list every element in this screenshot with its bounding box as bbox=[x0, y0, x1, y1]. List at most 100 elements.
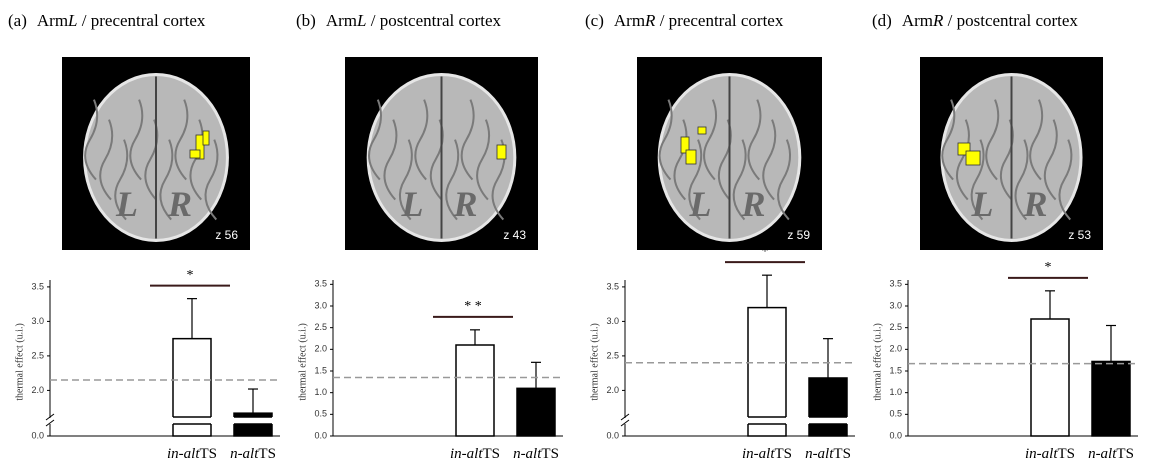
y-tick-label: 0.5 bbox=[889, 409, 902, 419]
y-tick-label: 0.5 bbox=[314, 409, 327, 419]
title-suffix: / postcentral cortex bbox=[366, 11, 501, 30]
category-italic: in-alt bbox=[742, 446, 775, 462]
category-plain: TS bbox=[258, 446, 276, 462]
slice-label: z 43 bbox=[503, 228, 526, 242]
y-tick-label: 3.5 bbox=[606, 281, 619, 291]
panel-title: (d) ArmR / postcentral cortex bbox=[872, 11, 1078, 30]
category-plain: TS bbox=[1116, 446, 1134, 462]
y-axis-label: thermal effect (u.i.) bbox=[297, 323, 308, 401]
x-tick-label: in-altTS bbox=[1025, 446, 1075, 462]
hemisphere-label: R bbox=[741, 184, 766, 224]
title-prefix: Arm bbox=[326, 11, 357, 30]
y-tick-label: 3.0 bbox=[31, 316, 44, 326]
y-tick-label: 2.0 bbox=[606, 385, 619, 395]
hemisphere-label: R bbox=[453, 184, 478, 224]
panel-label: (a) bbox=[8, 11, 27, 30]
y-tick-label: 0.0 bbox=[606, 430, 619, 440]
activation bbox=[698, 127, 706, 134]
y-tick-label: 2.5 bbox=[31, 350, 44, 360]
bar bbox=[1092, 361, 1130, 436]
y-tick-label: 0.0 bbox=[889, 430, 902, 440]
y-tick-label: 2.0 bbox=[314, 344, 327, 354]
bar bbox=[517, 388, 555, 436]
slice-label: z 56 bbox=[215, 228, 238, 242]
activation bbox=[203, 131, 209, 145]
hemisphere-label: L bbox=[971, 184, 994, 224]
y-tick-label: 3.5 bbox=[31, 281, 44, 291]
y-tick-label: 1.0 bbox=[314, 387, 327, 397]
category-italic: in-alt bbox=[1025, 446, 1058, 462]
category-plain: TS bbox=[833, 446, 851, 462]
title-prefix: Arm bbox=[37, 11, 68, 30]
bar-break bbox=[807, 417, 849, 424]
title-suffix: / precentral cortex bbox=[655, 11, 783, 30]
hemisphere-label: L bbox=[115, 184, 138, 224]
x-tick-label: in-altTS bbox=[167, 446, 217, 462]
y-tick-label: 3.5 bbox=[314, 279, 327, 289]
y-axis-label: thermal effect (u.i.) bbox=[589, 323, 600, 401]
y-axis-label: thermal effect (u.i.) bbox=[872, 323, 883, 401]
category-italic: in-alt bbox=[167, 446, 200, 462]
y-tick-label: 2.0 bbox=[889, 344, 902, 354]
bar-break bbox=[746, 417, 788, 424]
significance-label: * bbox=[187, 268, 194, 283]
x-tick-label: in-altTS bbox=[450, 446, 500, 462]
y-tick-label: 3.5 bbox=[889, 279, 902, 289]
title-italic: L bbox=[67, 11, 77, 30]
category-plain: TS bbox=[1057, 446, 1075, 462]
hemisphere-label: R bbox=[167, 184, 192, 224]
title-italic: R bbox=[932, 11, 944, 30]
y-tick-label: 2.5 bbox=[314, 322, 327, 332]
y-tick-label: 0.0 bbox=[314, 430, 327, 440]
panel-label: (c) bbox=[585, 11, 604, 30]
activation bbox=[190, 150, 200, 158]
category-italic: n-alt bbox=[513, 446, 542, 462]
bar-break bbox=[171, 417, 213, 424]
title-italic: R bbox=[644, 11, 656, 30]
category-italic: in-alt bbox=[450, 446, 483, 462]
significance-label: * * bbox=[464, 299, 482, 314]
x-tick-label: n-altTS bbox=[1088, 446, 1134, 462]
significance-label: * bbox=[762, 244, 769, 259]
y-tick-label: 3.0 bbox=[889, 300, 902, 310]
hemisphere-label: L bbox=[689, 184, 712, 224]
bar bbox=[456, 345, 494, 436]
category-italic: n-alt bbox=[230, 446, 259, 462]
bar bbox=[809, 378, 847, 436]
y-tick-label: 1.5 bbox=[314, 365, 327, 375]
y-tick-label: 3.0 bbox=[314, 300, 327, 310]
bar-break bbox=[232, 417, 274, 424]
category-plain: TS bbox=[541, 446, 559, 462]
title-italic: L bbox=[356, 11, 366, 30]
x-tick-label: in-altTS bbox=[742, 446, 792, 462]
y-tick-label: 2.5 bbox=[889, 322, 902, 332]
y-tick-label: 1.0 bbox=[889, 387, 902, 397]
activation bbox=[966, 151, 980, 165]
activation bbox=[686, 150, 696, 164]
panel-label: (d) bbox=[872, 11, 892, 30]
panel-title: (a) ArmL / precentral cortex bbox=[8, 11, 206, 30]
y-tick-label: 2.5 bbox=[606, 350, 619, 360]
x-tick-label: n-altTS bbox=[805, 446, 851, 462]
slice-label: z 53 bbox=[1068, 228, 1091, 242]
title-suffix: / postcentral cortex bbox=[943, 11, 1078, 30]
category-plain: TS bbox=[199, 446, 217, 462]
title-prefix: Arm bbox=[614, 11, 645, 30]
bar bbox=[1031, 319, 1069, 436]
category-plain: TS bbox=[482, 446, 500, 462]
hemisphere-label: L bbox=[401, 184, 424, 224]
y-tick-label: 2.0 bbox=[31, 385, 44, 395]
y-axis-label: thermal effect (u.i.) bbox=[14, 323, 25, 401]
hemisphere-label: R bbox=[1023, 184, 1048, 224]
title-prefix: Arm bbox=[902, 11, 933, 30]
panel-title: (b) ArmL / postcentral cortex bbox=[296, 11, 501, 30]
panel-label: (b) bbox=[296, 11, 316, 30]
title-suffix: / precentral cortex bbox=[78, 11, 206, 30]
category-italic: n-alt bbox=[1088, 446, 1117, 462]
x-tick-label: n-altTS bbox=[513, 446, 559, 462]
significance-label: * bbox=[1045, 260, 1052, 275]
figure: (a)ArmL / precentral cortexLRz 560.02.02… bbox=[0, 0, 1150, 466]
activation bbox=[497, 145, 506, 159]
x-tick-label: n-altTS bbox=[230, 446, 276, 462]
slice-label: z 59 bbox=[787, 228, 810, 242]
